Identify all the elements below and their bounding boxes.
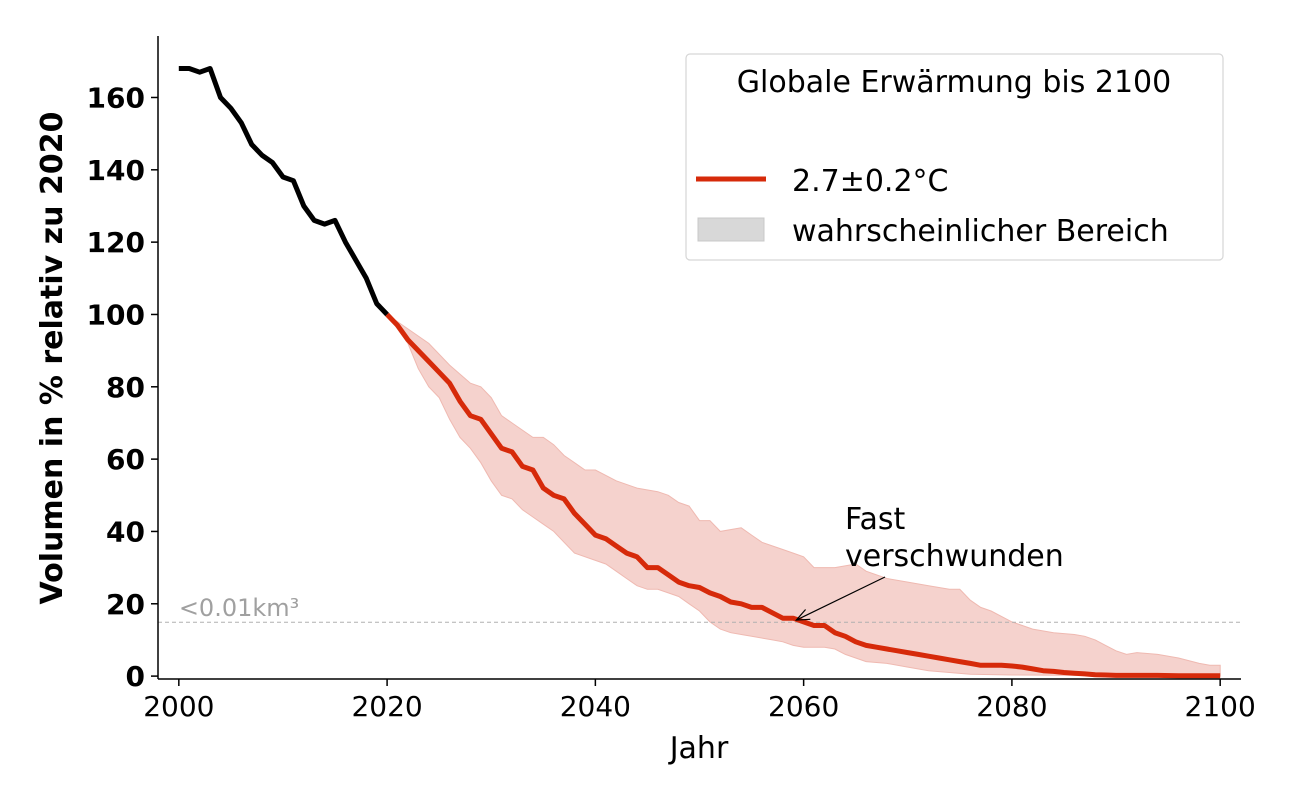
y-tick-label: 40: [106, 515, 145, 548]
annotation-arrow: [796, 576, 886, 621]
y-tick-label: 120: [87, 226, 145, 259]
axes: [157, 36, 1241, 680]
y-tick-label: 100: [87, 298, 145, 331]
x-tick-label: 2060: [768, 690, 839, 723]
annotation: Fast verschwunden: [794, 502, 1064, 621]
historical-line: [178, 66, 389, 317]
threshold-label: <0.01km³: [179, 594, 299, 622]
y-axis-label: Volumen in % relativ zu 2020: [35, 112, 70, 605]
legend-title: Globale Erwärmung bis 2100: [737, 65, 1171, 100]
y-tick-label: 60: [106, 443, 145, 476]
legend-frame: [685, 53, 1224, 261]
y-tick-label: 80: [106, 371, 145, 404]
ticks: 2000 2020 2040 2060 2080 21000204060801001201…: [87, 81, 1256, 723]
y-tick-label: 20: [106, 588, 145, 621]
x-tick-label: 2100: [1185, 690, 1256, 723]
x-tick-label: 2000: [143, 690, 214, 723]
annotation-text-line1: Fast: [845, 502, 906, 537]
series-layer: [178, 66, 1221, 679]
y-tick-label: 140: [87, 154, 145, 187]
y-tick-label: 0: [126, 660, 145, 693]
x-axis-label: Jahr: [668, 731, 729, 766]
x-tick-label: 2080: [976, 690, 1047, 723]
x-tick-label: 2020: [351, 690, 422, 723]
y-tick-label: 160: [87, 81, 145, 114]
legend: Globale Erwärmung bis 2100 2.7±0.2°C wah…: [685, 53, 1224, 261]
x-tick-label: 2040: [560, 690, 631, 723]
annotation-text-line2: verschwunden: [845, 539, 1064, 574]
legend-swatch-patch: [697, 217, 765, 242]
annotation-arrowhead: [794, 609, 811, 621]
legend-entry-band: wahrscheinlicher Bereich: [792, 214, 1169, 249]
projection-line: [385, 312, 1221, 679]
legend-entry-projection: 2.7±0.2°C: [792, 164, 949, 199]
